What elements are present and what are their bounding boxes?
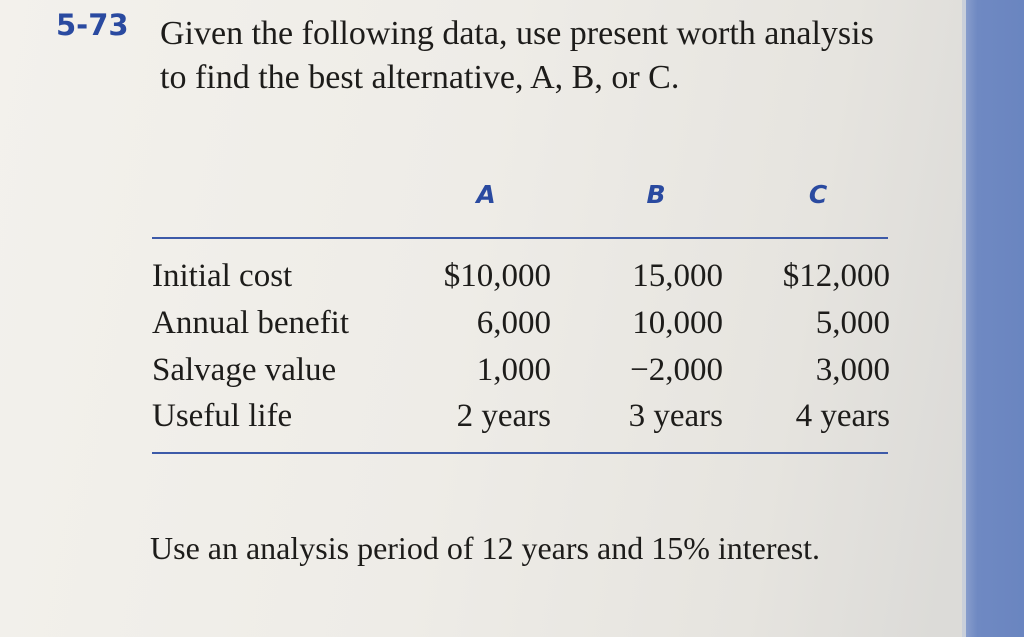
- statement-line-1: Given the following data, use present wo…: [160, 15, 874, 52]
- table-cell: 10,000: [632, 305, 723, 341]
- row-label-annual-benefit: Annual benefit: [152, 305, 350, 341]
- textbook-page: 5-73 Given the following data, use prese…: [56, 8, 950, 566]
- table-cell: 15,000: [632, 258, 723, 294]
- table-cell: 3 years: [628, 398, 723, 434]
- table-cell: 4 years: [795, 398, 890, 434]
- analysis-note: Use an analysis period of 12 years and 1…: [150, 530, 821, 566]
- row-label-salvage-value: Salvage value: [152, 352, 337, 388]
- table-cell: 1,000: [476, 352, 551, 388]
- problem-number: 5-73: [56, 8, 129, 42]
- column-header-b: B: [646, 180, 666, 209]
- table-cell: 2 years: [456, 398, 551, 434]
- row-label-useful-life: Useful life: [152, 398, 293, 434]
- table-bottom-rule: [152, 452, 888, 454]
- statement-line-2: to find the best alternative, A, B, or C…: [160, 59, 680, 96]
- row-label-initial-cost: Initial cost: [152, 258, 293, 294]
- table-cell: 3,000: [815, 352, 890, 388]
- book-page-edge: [962, 0, 1024, 637]
- table-cell: −2,000: [630, 352, 723, 388]
- column-header-c: C: [808, 180, 828, 209]
- table-cell: 5,000: [815, 305, 890, 341]
- table-cell: $12,000: [782, 258, 890, 294]
- column-header-a: A: [476, 180, 496, 209]
- table-top-rule: [152, 237, 888, 239]
- table-cell: 6,000: [476, 305, 551, 341]
- problem-statement: Given the following data, use present wo…: [160, 12, 950, 100]
- table-cell: $10,000: [443, 258, 551, 294]
